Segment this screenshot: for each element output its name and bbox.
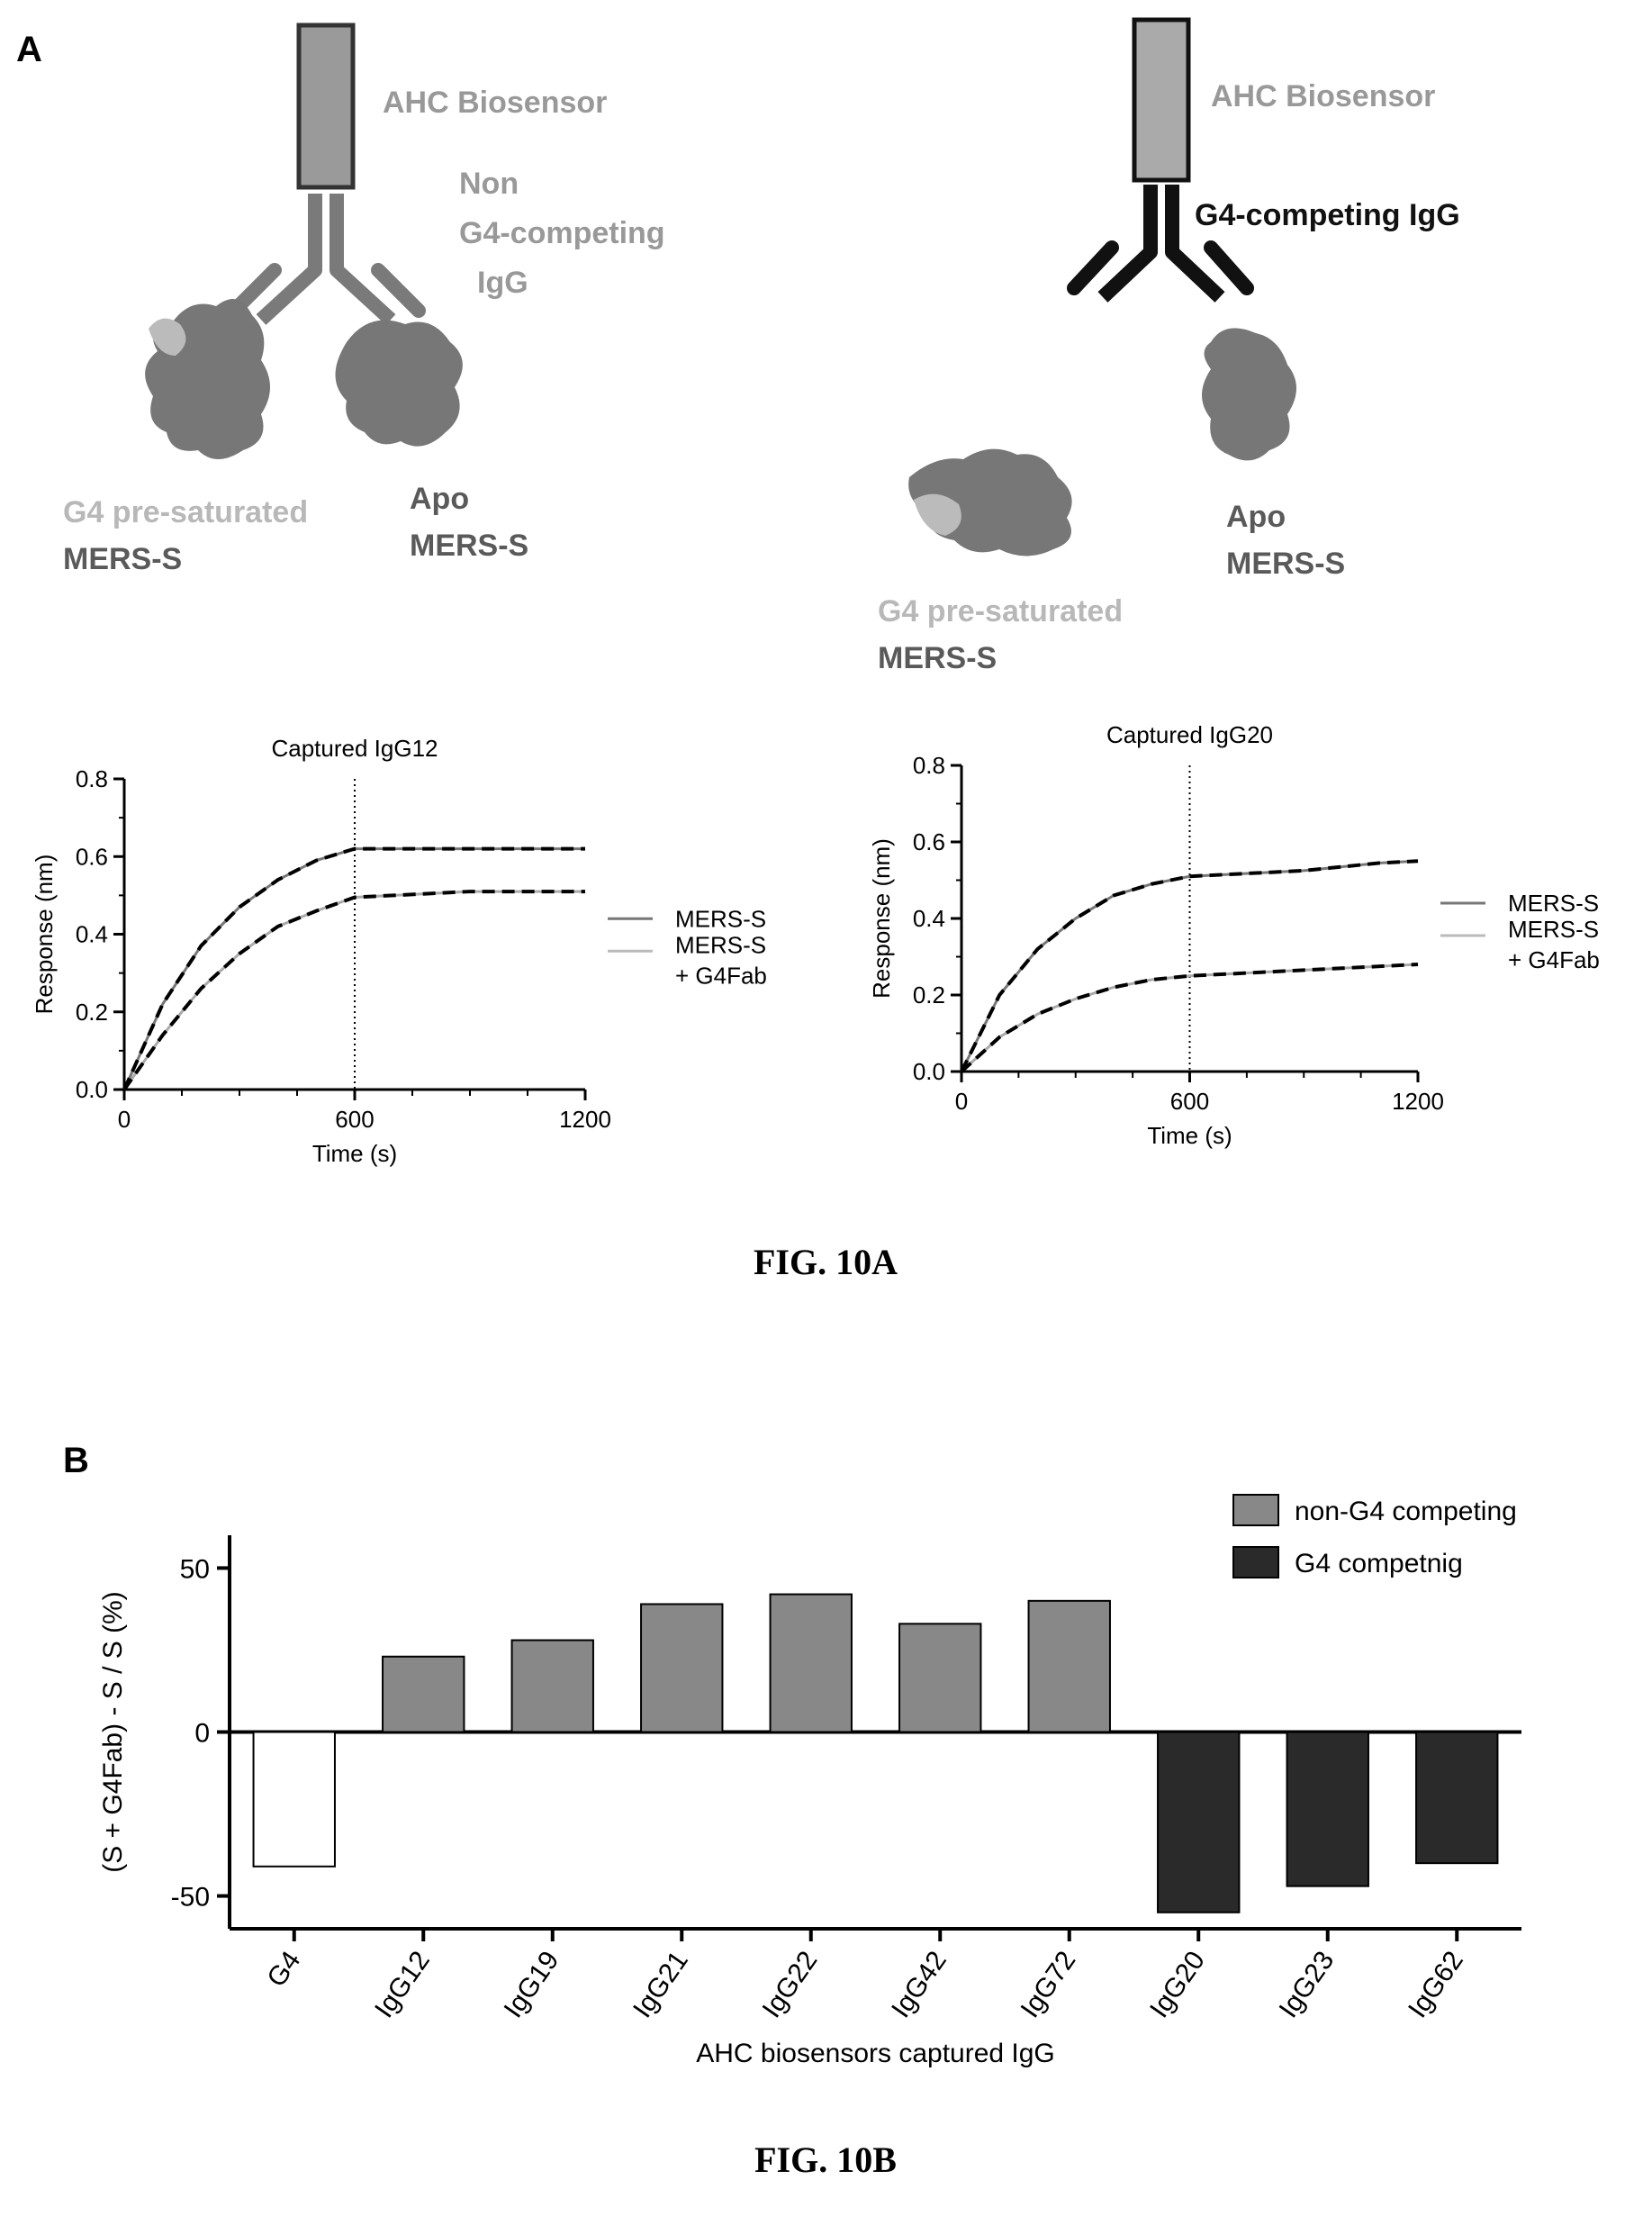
legend-label-mers-s-2: MERS-S	[1508, 916, 1599, 943]
bar-igg23	[1286, 1731, 1369, 1887]
chart-title: Captured IgG20	[1106, 721, 1273, 748]
bar-x-tick-label: IgG12	[369, 1946, 436, 2023]
legend-label-mers-s-2: MERS-S	[675, 931, 766, 958]
right-biosensor-tip	[1132, 17, 1191, 183]
left-schematic: AHC Biosensor Non G4-competing IgG G4 pr…	[63, 23, 665, 576]
y-tick-label: 0.8	[76, 765, 108, 792]
fig-10a-caption: FIG. 10A	[754, 1242, 898, 1282]
fig-10b-caption: FIG. 10B	[754, 2139, 897, 2180]
left-apo-label-line-2: MERS-S	[410, 529, 528, 563]
y-axis-label: Response (nm)	[868, 838, 895, 999]
y-tick-label: 0.6	[76, 843, 108, 870]
y-axis-label: Response (nm)	[31, 855, 58, 1015]
bar-x-tick-label: IgG22	[757, 1946, 824, 2023]
left-igg-label-line-3: IgG	[477, 266, 528, 300]
x-tick-label: 1200	[1392, 1088, 1444, 1115]
legend-label-g4fab: + G4Fab	[675, 962, 767, 989]
bar-igg19	[510, 1639, 594, 1733]
right-igg-label: G4-competing IgG	[1195, 198, 1460, 232]
x-axis-label: Time (s)	[1147, 1122, 1232, 1149]
left-biosensor-tip	[296, 23, 356, 190]
bar-g4	[252, 1731, 336, 1868]
bar-x-tick-label: IgG19	[499, 1946, 565, 2023]
right-presat-label-line-2: MERS-S	[878, 641, 997, 675]
fit-line-mers-s-g4fab	[960, 963, 1419, 1073]
left-presat-label-line-2: MERS-S	[63, 542, 182, 576]
y-tick-label: 0.2	[76, 999, 108, 1026]
chart-title: Captured IgG12	[271, 735, 438, 762]
bar-x-axis-label: AHC biosensors captured IgG	[696, 2039, 1055, 2068]
bar-y-tick-label: 0	[194, 1719, 210, 1749]
bar-igg62	[1415, 1731, 1499, 1865]
right-apo-mers-s-shape	[1202, 328, 1296, 461]
left-presat-label-line-1: G4 pre-saturated	[63, 495, 308, 529]
panel-a-label: A	[16, 30, 42, 69]
legend-label-g4: G4 competnig	[1295, 1549, 1463, 1578]
bar-igg42	[898, 1623, 982, 1733]
left-igg-shape	[256, 194, 396, 325]
x-tick-label: 1200	[559, 1106, 611, 1133]
legend-label-mers-s: MERS-S	[1508, 890, 1599, 917]
right-apo-label-line-2: MERS-S	[1226, 547, 1345, 581]
chart-captured-igg20: Captured IgG20 0.0 0.2 0.4 0.6 0.8 0 600 1200 Tim…	[868, 721, 1600, 1149]
x-tick-label: 0	[955, 1088, 968, 1115]
panel-b-label: B	[63, 1441, 89, 1480]
y-tick-label: 0.2	[913, 981, 945, 1009]
legend-swatch-non-g4	[1232, 1494, 1279, 1526]
bar-x-tick-label: IgG62	[1403, 1946, 1469, 2023]
y-tick-label: 0.0	[76, 1076, 108, 1103]
bar-igg72	[1027, 1599, 1111, 1733]
x-axis-label: Time (s)	[312, 1140, 397, 1167]
bar-x-tick-label: IgG21	[627, 1946, 694, 2023]
x-tick-label: 0	[118, 1106, 131, 1133]
left-apo-mers-s-shape	[335, 320, 463, 447]
right-antibody-drawing	[908, 17, 1296, 556]
y-tick-label: 0.0	[913, 1058, 945, 1085]
legend-label-mers-s: MERS-S	[675, 905, 766, 932]
right-presat-label-line-1: G4 pre-saturated	[878, 594, 1123, 629]
bar-x-tick-label: IgG23	[1274, 1946, 1341, 2023]
right-biosensor-label: AHC Biosensor	[1211, 79, 1435, 113]
chart-captured-igg12: Captured IgG12 0.0 0.2 0.4 0.6 0.8 0 600 1200 Tim…	[31, 735, 767, 1167]
left-igg-label-line-1: Non	[459, 167, 519, 201]
y-tick-label: 0.4	[913, 905, 945, 932]
bar-chart-competition: 50 0 -50 (S + G4Fab) - S / S (%) G4 IgG12 IgG1…	[98, 1494, 1521, 2068]
legend-label-non-g4: non-G4 competing	[1295, 1497, 1517, 1526]
legend-label-g4fab: + G4Fab	[1508, 946, 1600, 973]
x-tick-label: 600	[335, 1106, 374, 1133]
y-tick-label: 0.6	[913, 828, 945, 855]
left-igg-label-line-2: G4-competing	[459, 216, 665, 250]
right-apo-label-line-1: Apo	[1226, 500, 1286, 534]
left-biosensor-label: AHC Biosensor	[383, 86, 607, 120]
y-tick-label: 0.4	[76, 921, 108, 948]
bar-x-tick-label: IgG72	[1016, 1946, 1082, 2023]
bar-x-tick-label: IgG20	[1144, 1946, 1211, 2023]
bar-y-tick-label: -50	[171, 1883, 210, 1913]
bar-igg12	[382, 1655, 465, 1733]
right-schematic: AHC Biosensor G4-competing IgG Apo MERS-…	[878, 17, 1460, 675]
bar-igg20	[1157, 1731, 1241, 1913]
left-apo-label-line-1: Apo	[410, 482, 469, 516]
bar-y-tick-label: 50	[180, 1554, 210, 1584]
legend-swatch-g4	[1232, 1546, 1279, 1578]
bar-igg22	[769, 1593, 853, 1733]
right-igg-shape	[1097, 185, 1225, 303]
y-tick-label: 0.8	[913, 752, 945, 779]
bar-x-tick-label: IgG42	[886, 1946, 952, 2023]
bar-y-axis-label: (S + G4Fab) - S / S (%)	[98, 1591, 128, 1873]
x-tick-label: 600	[1170, 1088, 1209, 1115]
bar-x-tick-label: G4	[261, 1946, 306, 1993]
bar-igg21	[640, 1603, 724, 1733]
left-antibody-drawing	[145, 23, 463, 459]
